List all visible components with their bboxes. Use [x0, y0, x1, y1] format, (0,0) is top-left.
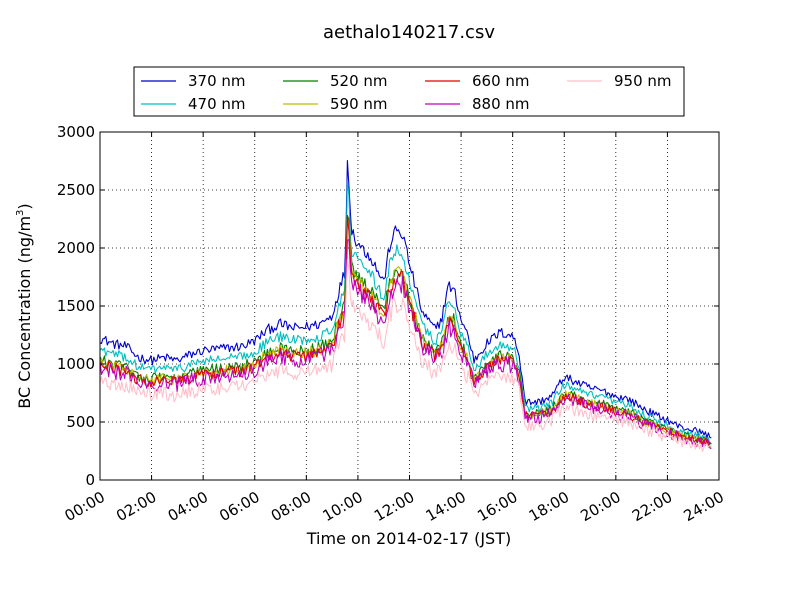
x-tick-label: 08:00 [268, 488, 314, 525]
y-axis: 0 500 1000 1500 2000 2500 3000 [57, 123, 719, 489]
y-tick-label: 500 [66, 413, 95, 431]
x-tick-label: 04:00 [165, 488, 211, 525]
y-axis-label-sup: 3 [15, 210, 26, 216]
x-tick-label: 10:00 [319, 488, 365, 525]
x-tick-label: 06:00 [216, 488, 262, 525]
x-tick-label: 18:00 [526, 488, 572, 525]
series-line [99, 159, 712, 439]
series-line [99, 215, 712, 448]
series-line [99, 180, 712, 445]
y-axis-label-main: BC Concentration (ng/m [15, 216, 34, 409]
x-tick-label: 00:00 [62, 488, 108, 525]
x-axis-label: Time on 2014-02-17 (JST) [306, 529, 511, 548]
y-tick-label: 3000 [57, 123, 95, 141]
x-tick-label: 12:00 [371, 488, 417, 525]
x-tick-label: 20:00 [577, 488, 623, 525]
y-tick-label: 1500 [57, 297, 95, 315]
x-axis: 00:00 02:00 04:00 06:00 08:00 10:00 12:00 14:00… [62, 132, 727, 525]
legend: 370 nm 470 nm 520 nm 590 nm 660 nm 880 nm 950 … [133, 66, 685, 117]
series-line [99, 214, 712, 448]
y-tick-label: 2500 [57, 181, 95, 199]
x-tick-label: 24:00 [681, 488, 727, 525]
series-line [99, 259, 712, 453]
y-tick-label: 1000 [57, 355, 95, 373]
y-tick-label: 2000 [57, 239, 95, 257]
legend-label: 520 nm [330, 72, 388, 90]
y-axis-label: BC Concentration (ng/m3) [15, 203, 34, 408]
legend-label: 590 nm [330, 95, 388, 113]
legend-label: 950 nm [614, 72, 672, 90]
legend-box [133, 66, 685, 117]
series-line [99, 239, 712, 450]
chart-title: aethalo140217.csv [323, 22, 495, 43]
x-tick-label: 16:00 [474, 488, 520, 525]
y-axis-label-end: ) [15, 203, 34, 209]
legend-label: 660 nm [472, 72, 530, 90]
legend-label: 880 nm [472, 95, 530, 113]
series-lines [99, 159, 712, 453]
series-line [99, 215, 712, 444]
legend-label: 370 nm [188, 72, 246, 90]
x-tick-label: 02:00 [113, 488, 159, 525]
legend-label: 470 nm [188, 95, 246, 113]
grid [100, 132, 719, 480]
x-tick-label: 22:00 [629, 488, 675, 525]
y-tick-label: 0 [85, 471, 95, 489]
x-tick-label: 14:00 [423, 488, 469, 525]
